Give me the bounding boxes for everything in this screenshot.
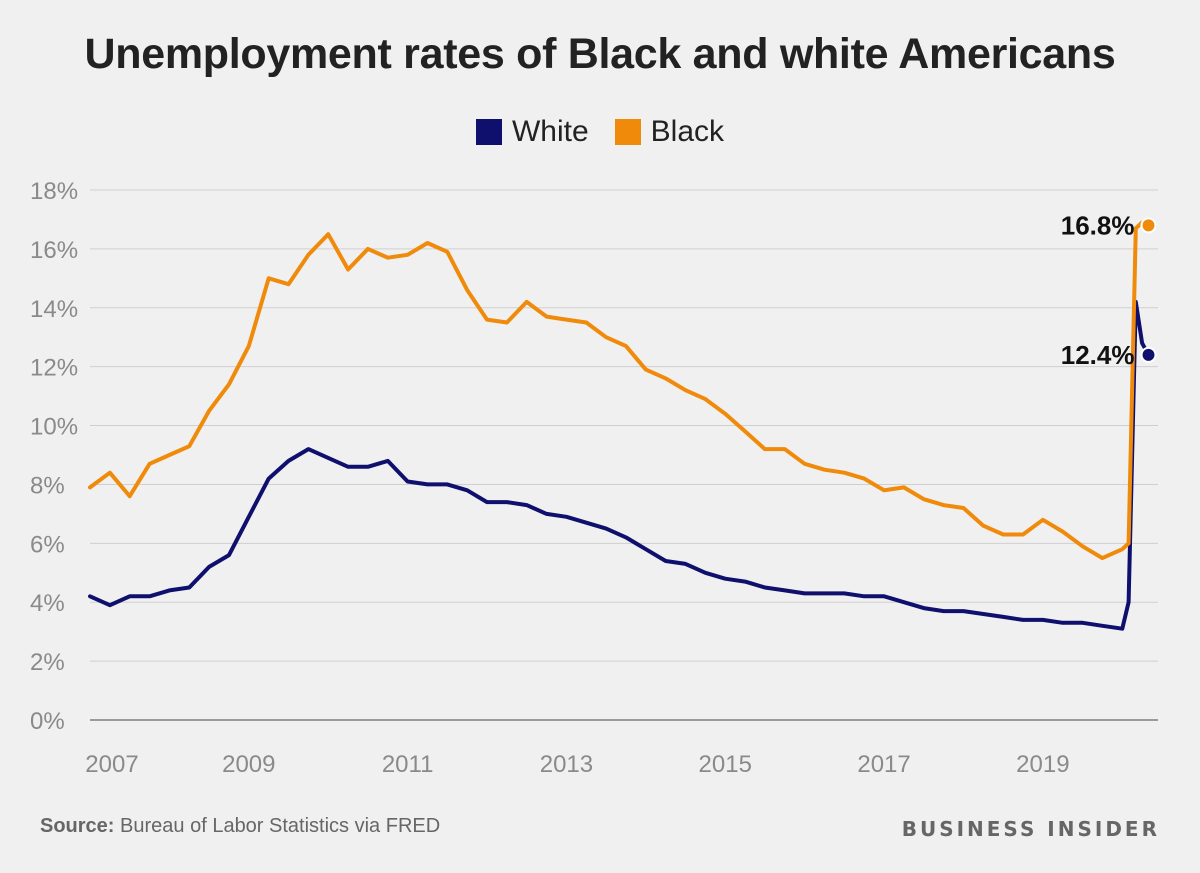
legend-item-black: Black xyxy=(614,115,725,149)
legend-label-white: White xyxy=(511,115,589,148)
y-tick-label: 10% xyxy=(30,414,78,441)
end-label-white: 12.4% xyxy=(1061,340,1135,370)
legend-item-white: White xyxy=(475,115,589,149)
x-tick-label: 2011 xyxy=(382,751,434,778)
legend-swatch-white xyxy=(475,119,502,145)
y-tick-label: 18% xyxy=(30,178,78,205)
legend-label-black: Black xyxy=(650,115,725,148)
source-note: Source: Bureau of Labor Statistics via F… xyxy=(40,815,440,838)
x-tick-label: 2013 xyxy=(540,751,593,778)
series-line-white xyxy=(88,299,1151,631)
y-tick-label: 0% xyxy=(30,708,65,735)
legend-swatch-black xyxy=(614,119,641,145)
brand-logo: BUSINESS INSIDER xyxy=(901,817,1160,841)
y-tick-label: 12% xyxy=(30,355,78,382)
x-tick-label: 2017 xyxy=(857,751,910,778)
y-tick-label: 2% xyxy=(30,649,65,676)
legend: White Black xyxy=(0,115,1200,149)
y-tick-label: 14% xyxy=(30,296,78,323)
x-tick-label: 2015 xyxy=(699,751,752,778)
x-tick-label: 2019 xyxy=(1016,751,1069,778)
end-point-white xyxy=(1140,346,1157,363)
x-tick-label: 2009 xyxy=(222,751,275,778)
y-tick-label: 16% xyxy=(30,237,78,264)
x-tick-label: 2007 xyxy=(85,751,138,778)
y-tick-label: 8% xyxy=(30,472,65,499)
source-label: Source: xyxy=(40,815,115,837)
end-point-black xyxy=(1140,217,1157,234)
source-text: Bureau of Labor Statistics via FRED xyxy=(120,815,441,837)
end-label-black: 16.8% xyxy=(1061,210,1135,240)
y-tick-label: 6% xyxy=(30,531,65,558)
series-line-black xyxy=(88,220,1151,561)
y-tick-label: 4% xyxy=(30,590,65,617)
chart-title: Unemployment rates of Black and white Am… xyxy=(84,30,1116,78)
